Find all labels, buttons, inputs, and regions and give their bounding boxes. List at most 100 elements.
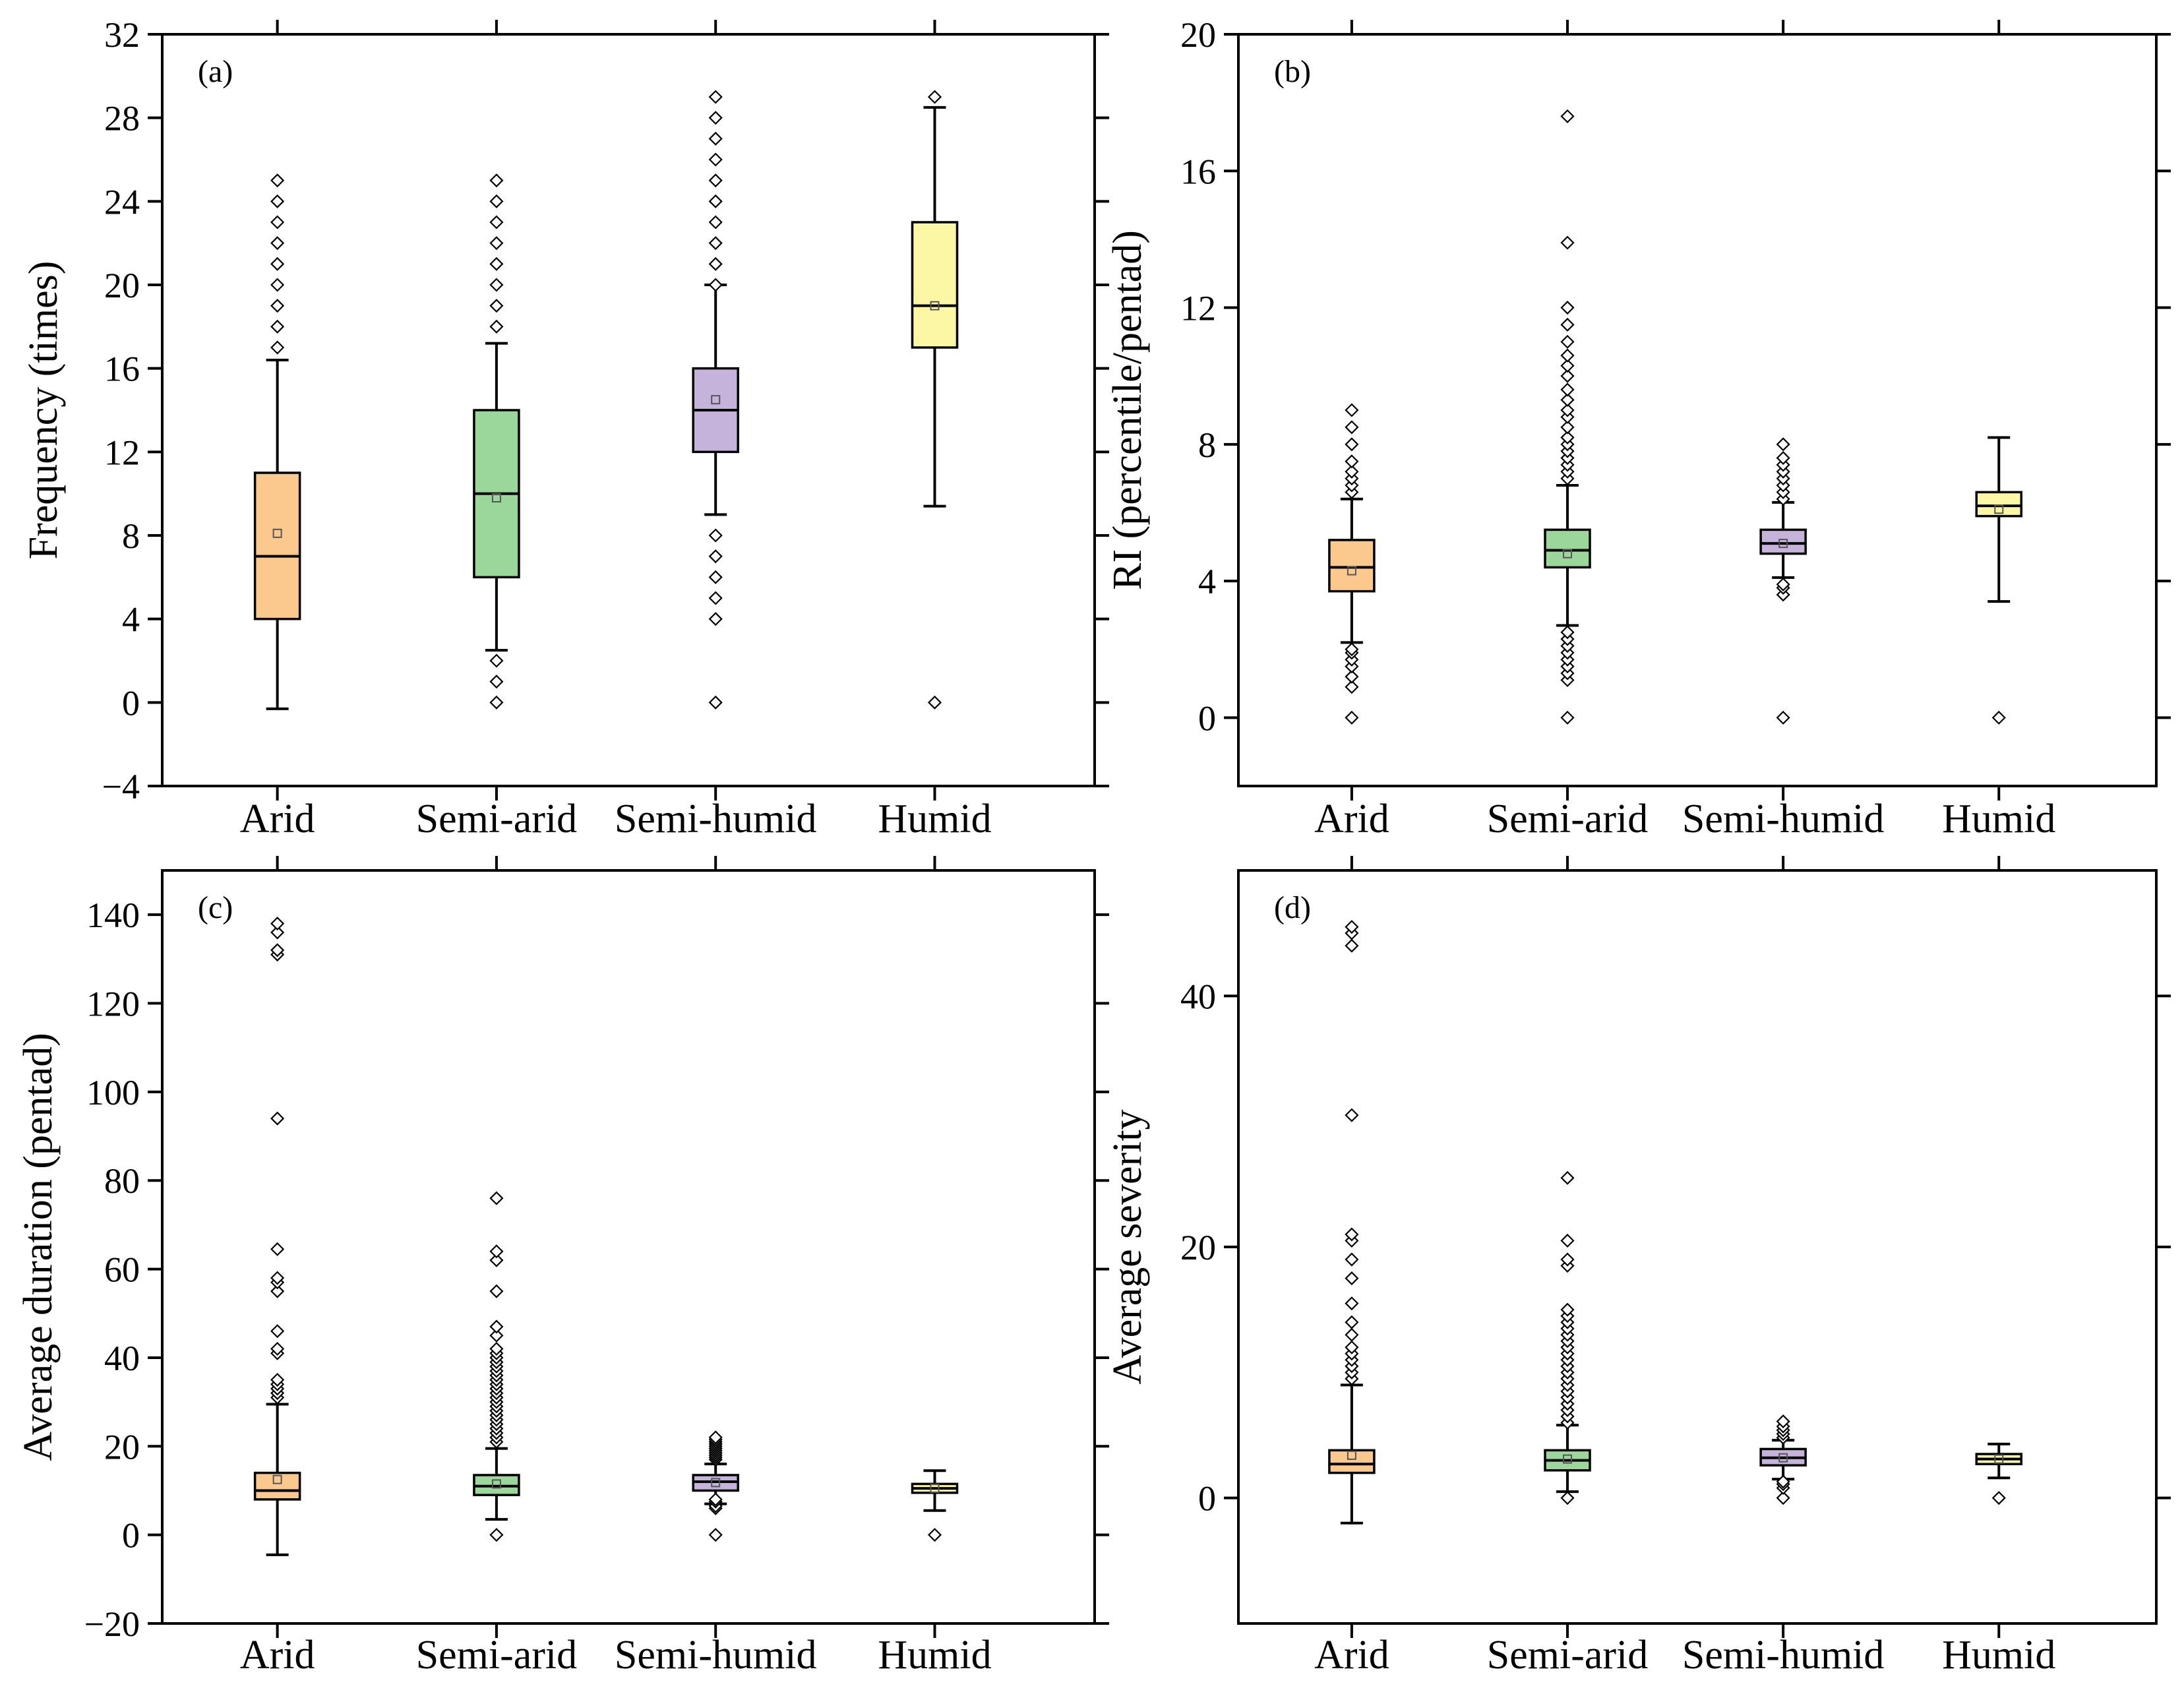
outlier-point	[927, 1528, 942, 1542]
outlier-point	[489, 173, 504, 188]
outlier-point	[708, 90, 723, 104]
y-tick-label: 4	[122, 600, 140, 640]
outlier-point	[489, 257, 504, 271]
outlier-point	[1560, 334, 1575, 349]
outlier-point	[1345, 1252, 1359, 1267]
outlier-point	[708, 152, 723, 167]
mean-marker	[272, 1474, 282, 1484]
iqr-box	[253, 471, 301, 621]
outlier-point	[1991, 1491, 2006, 1505]
mean-marker	[1347, 566, 1356, 576]
outlier-point	[708, 1430, 723, 1445]
outlier-point	[1345, 1271, 1359, 1286]
outlier-point	[1560, 430, 1575, 445]
mean-marker	[711, 395, 721, 405]
outlier-point	[1560, 300, 1575, 315]
iqr-box	[1328, 1449, 1376, 1474]
x-category-label: Humid	[878, 1633, 991, 1678]
outlier-point	[270, 1372, 285, 1387]
outlier-point	[1560, 109, 1575, 123]
y-tick-label: 0	[1198, 698, 1216, 738]
y-tick-label: 32	[104, 15, 140, 55]
outlier-point	[270, 173, 285, 188]
box-humid	[911, 90, 959, 710]
box-semi-humid	[692, 1430, 739, 1542]
outlier-point	[1345, 710, 1359, 725]
outlier-point	[1560, 348, 1575, 363]
outlier-point	[489, 1528, 504, 1542]
outlier-point	[708, 591, 723, 605]
outlier-point	[1991, 710, 2006, 725]
outlier-point	[489, 1341, 504, 1356]
outlier-point	[270, 917, 285, 931]
box-semi-arid	[1544, 1170, 1591, 1505]
outlier-point	[270, 1242, 285, 1256]
outlier-point	[489, 215, 504, 229]
outlier-point	[1345, 1296, 1359, 1311]
mean-marker	[1778, 539, 1788, 549]
box-semi-humid	[692, 90, 739, 710]
x-category-label: Semi-humid	[1682, 1633, 1885, 1678]
outlier-point	[1345, 403, 1359, 417]
mean-marker	[1347, 1450, 1356, 1460]
box-arid	[1328, 403, 1376, 725]
outlier-point	[270, 1111, 285, 1126]
x-category-label: Semi-humid	[615, 1633, 817, 1678]
outlier-point	[708, 1492, 723, 1507]
mean-marker	[1994, 1454, 2004, 1464]
outlier-point	[489, 299, 504, 313]
outlier-point	[270, 943, 285, 957]
outlier-point	[1345, 1315, 1359, 1329]
x-category-label: Arid	[240, 1633, 315, 1678]
y-axis-title: RI (percentile/pentad)	[1105, 230, 1150, 590]
x-category-label: Semi-arid	[416, 797, 578, 841]
outlier-point	[927, 90, 942, 104]
outlier-point	[489, 653, 504, 668]
outlier-point	[1345, 1227, 1359, 1242]
y-tick-label: 80	[104, 1161, 140, 1201]
y-tick-label: 20	[104, 1427, 140, 1467]
y-axis-title: Average duration (pentad)	[16, 1033, 61, 1461]
outlier-point	[1345, 464, 1359, 479]
x-category-label: Semi-humid	[1682, 797, 1885, 841]
outlier-point	[1345, 1108, 1359, 1122]
y-tick-label: −4	[102, 767, 140, 806]
mean-marker	[491, 493, 501, 502]
outlier-point	[708, 194, 723, 208]
plot-frame	[1237, 33, 2158, 787]
y-tick-label: 16	[104, 349, 140, 389]
outlier-point	[1560, 420, 1575, 435]
panel-c: −20 0 20 40 60 80 100 120 140 Arid Semi-arid Semi-h…	[16, 856, 1109, 1678]
plot-frame	[1237, 869, 2158, 1625]
outlier-point	[489, 278, 504, 292]
outlier-point	[1345, 1340, 1359, 1354]
outlier-point	[708, 612, 723, 626]
iqr-box	[1544, 528, 1591, 569]
outlier-point	[489, 1191, 504, 1205]
outlier-point	[1776, 437, 1790, 452]
y-tick-label: 0	[122, 683, 140, 723]
outlier-point	[270, 340, 285, 355]
mean-marker	[1563, 1454, 1573, 1464]
panel-label: (b)	[1274, 54, 1311, 89]
outlier-point	[1345, 454, 1359, 469]
outlier-point	[708, 236, 723, 251]
outlier-point	[1345, 680, 1359, 694]
y-tick-label: 0	[1198, 1479, 1216, 1519]
outlier-point	[270, 1271, 285, 1285]
outlier-point	[708, 570, 723, 584]
outlier-point	[1560, 403, 1575, 417]
outlier-point	[489, 675, 504, 689]
x-category-label: Semi-arid	[416, 1633, 578, 1678]
outlier-point	[708, 695, 723, 710]
outlier-point	[708, 1528, 723, 1542]
y-tick-label: 20	[1180, 15, 1216, 55]
box-semi-arid	[1544, 109, 1591, 725]
outlier-point	[270, 236, 285, 251]
outlier-point	[1345, 1327, 1359, 1342]
panel-d: 0 20 40 Arid Semi-arid Semi-humid Humid Average…	[1105, 856, 2171, 1678]
x-category-label: Humid	[878, 797, 991, 841]
outlier-point	[1560, 1233, 1575, 1248]
panel-b: 0 4 8 12 16 20 Arid Semi-arid Semi-humid Humid RI …	[1105, 15, 2171, 841]
